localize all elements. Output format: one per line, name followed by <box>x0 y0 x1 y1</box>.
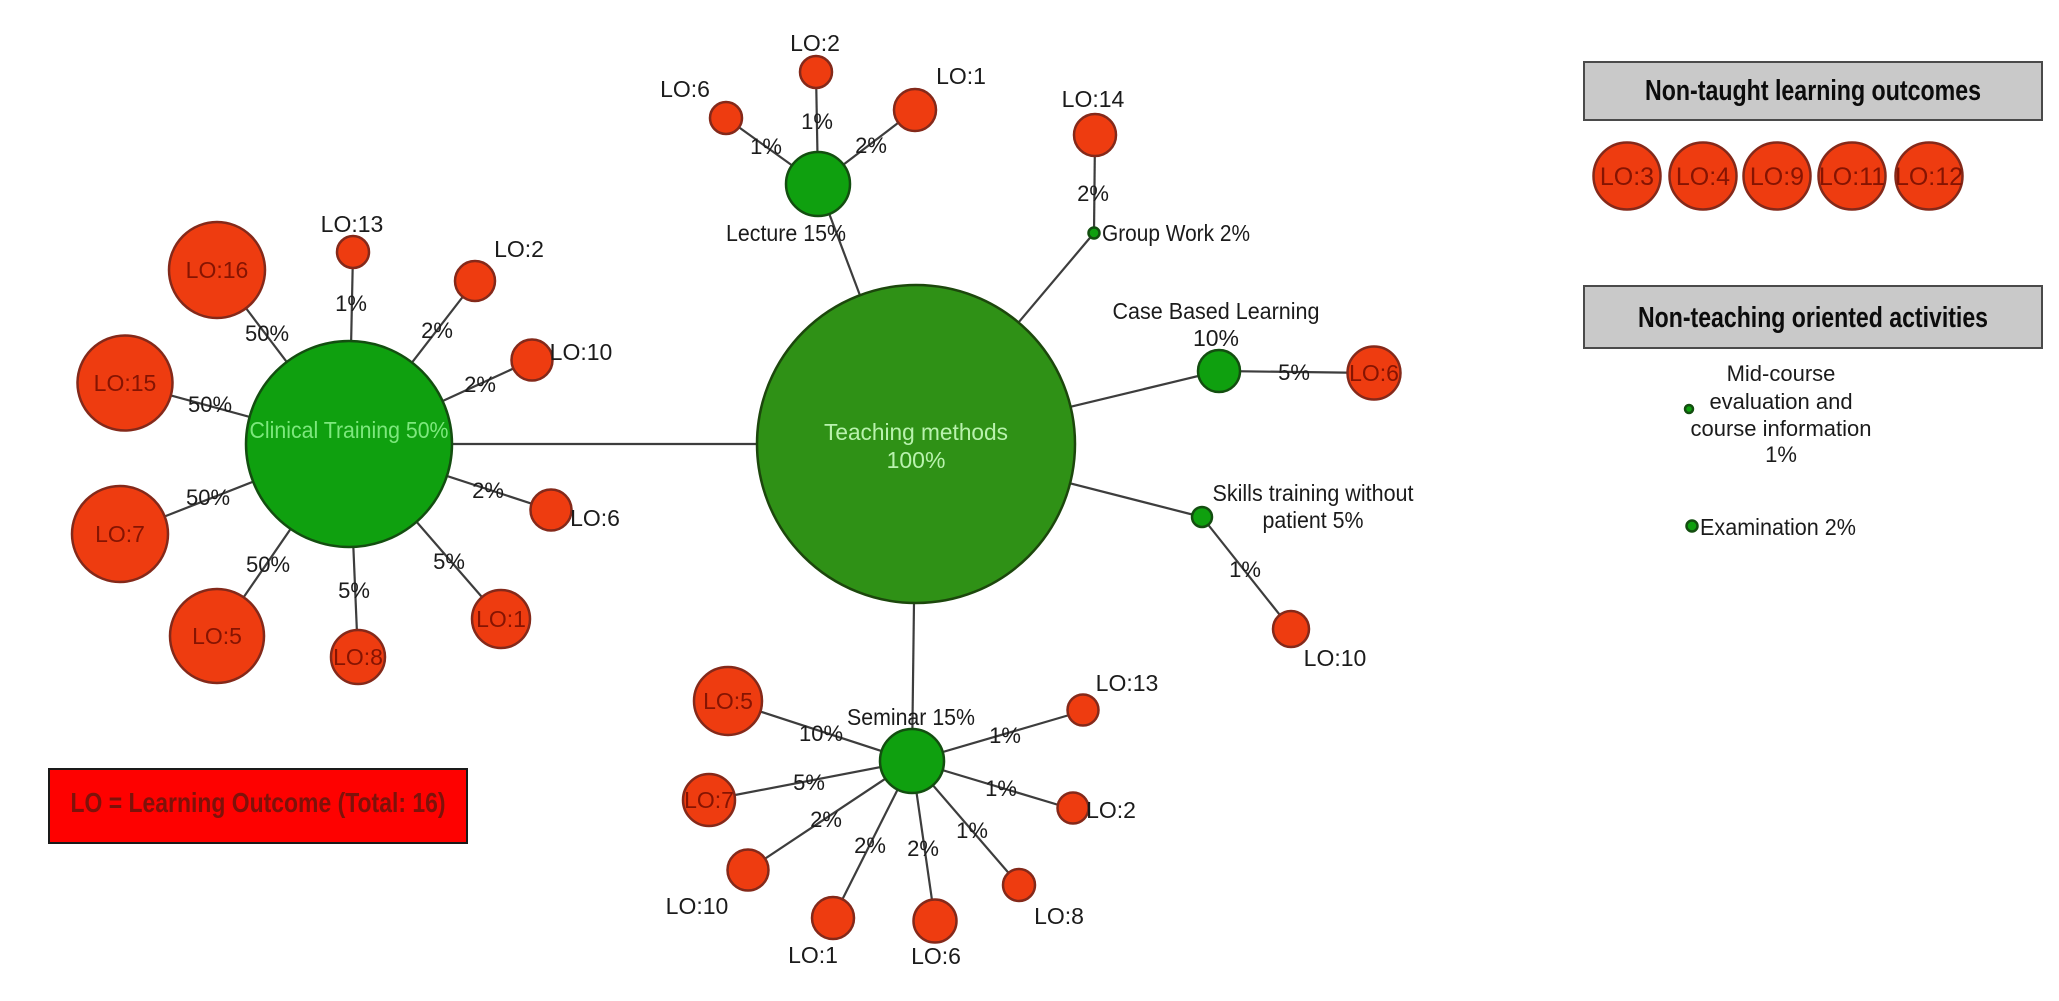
svg-text:LO:12: LO:12 <box>1895 163 1963 191</box>
svg-text:LO:11: LO:11 <box>1819 163 1885 191</box>
svg-text:1%: 1% <box>989 723 1021 748</box>
svg-text:Skills training without: Skills training without <box>1213 480 1415 506</box>
svg-text:LO:2: LO:2 <box>790 30 840 56</box>
svg-text:LO:10: LO:10 <box>550 339 613 365</box>
svg-text:LO:8: LO:8 <box>333 644 383 670</box>
svg-text:50%: 50% <box>246 552 290 577</box>
svg-text:5%: 5% <box>1278 360 1310 385</box>
svg-text:LO:4: LO:4 <box>1676 163 1730 191</box>
svg-text:50%: 50% <box>188 392 232 417</box>
svg-text:50%: 50% <box>245 321 289 346</box>
svg-text:100%: 100% <box>887 447 946 473</box>
svg-text:2%: 2% <box>421 318 453 343</box>
svg-text:patient 5%: patient 5% <box>1263 507 1364 533</box>
svg-text:LO:10: LO:10 <box>666 893 729 919</box>
svg-text:LO:16: LO:16 <box>186 257 249 283</box>
svg-text:evaluation and: evaluation and <box>1709 389 1852 414</box>
svg-text:2%: 2% <box>855 133 887 158</box>
svg-text:2%: 2% <box>464 372 496 397</box>
svg-text:LO:14: LO:14 <box>1062 86 1125 112</box>
svg-text:LO:7: LO:7 <box>95 521 145 547</box>
svg-text:LO:10: LO:10 <box>1304 645 1367 671</box>
svg-text:LO:3: LO:3 <box>1600 163 1654 191</box>
svg-text:1%: 1% <box>956 818 988 843</box>
svg-text:LO:2: LO:2 <box>494 236 544 262</box>
svg-text:Non-teaching oriented activiti: Non-teaching oriented activities <box>1638 302 1988 334</box>
svg-text:Teaching methods: Teaching methods <box>824 419 1008 445</box>
svg-text:1%: 1% <box>985 776 1017 801</box>
svg-text:1%: 1% <box>335 291 367 316</box>
svg-text:LO:13: LO:13 <box>1096 670 1159 696</box>
svg-text:5%: 5% <box>793 770 825 795</box>
svg-text:LO:13: LO:13 <box>321 211 384 237</box>
svg-text:5%: 5% <box>433 549 465 574</box>
svg-text:LO:5: LO:5 <box>192 623 242 649</box>
svg-text:LO:8: LO:8 <box>1034 903 1084 929</box>
svg-text:Clinical Training 50%: Clinical Training 50% <box>250 417 449 443</box>
svg-text:Mid-course: Mid-course <box>1727 361 1836 386</box>
svg-text:LO:1: LO:1 <box>936 63 986 89</box>
svg-text:LO:5: LO:5 <box>703 688 753 714</box>
svg-text:LO:6: LO:6 <box>911 943 961 969</box>
svg-text:LO:1: LO:1 <box>476 606 526 632</box>
svg-text:LO:6: LO:6 <box>570 505 620 531</box>
svg-text:2%: 2% <box>854 833 886 858</box>
svg-text:2%: 2% <box>1077 181 1109 206</box>
svg-text:Lecture 15%: Lecture 15% <box>726 220 846 246</box>
svg-text:Group Work 2%: Group Work 2% <box>1102 220 1250 246</box>
svg-text:1%: 1% <box>801 109 833 134</box>
svg-text:Case Based Learning: Case Based Learning <box>1113 298 1320 324</box>
svg-text:2%: 2% <box>907 836 939 861</box>
svg-text:10%: 10% <box>799 721 843 746</box>
svg-text:50%: 50% <box>186 485 230 510</box>
svg-text:2%: 2% <box>810 807 842 832</box>
svg-text:1%: 1% <box>1229 557 1261 582</box>
svg-text:LO:6: LO:6 <box>660 76 710 102</box>
svg-text:LO:6: LO:6 <box>1349 360 1399 386</box>
svg-text:1%: 1% <box>1765 442 1797 467</box>
svg-text:LO:2: LO:2 <box>1086 797 1136 823</box>
svg-text:LO = Learning Outcome (Total:: LO = Learning Outcome (Total: 16) <box>71 787 446 818</box>
svg-text:LO:1: LO:1 <box>788 942 838 968</box>
svg-text:LO:7: LO:7 <box>684 787 734 813</box>
svg-text:course information: course information <box>1691 416 1872 441</box>
svg-text:2%: 2% <box>472 478 504 503</box>
svg-text:LO:9: LO:9 <box>1750 163 1804 191</box>
svg-text:LO:15: LO:15 <box>94 370 157 396</box>
svg-text:Seminar 15%: Seminar 15% <box>847 704 975 730</box>
svg-text:Non-taught learning outcomes: Non-taught learning outcomes <box>1645 75 1981 107</box>
svg-text:10%: 10% <box>1193 325 1239 351</box>
svg-text:1%: 1% <box>750 134 782 159</box>
svg-text:Examination 2%: Examination 2% <box>1700 514 1856 540</box>
svg-text:5%: 5% <box>338 578 370 603</box>
